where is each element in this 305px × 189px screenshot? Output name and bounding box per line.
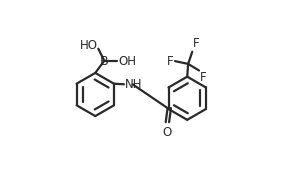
Text: HO: HO	[80, 40, 98, 52]
Text: B: B	[100, 55, 108, 68]
Text: F: F	[167, 55, 173, 68]
Text: O: O	[163, 125, 172, 139]
Text: F: F	[200, 71, 206, 84]
Text: NH: NH	[125, 78, 143, 91]
Text: F: F	[193, 37, 199, 50]
Text: OH: OH	[119, 55, 137, 68]
